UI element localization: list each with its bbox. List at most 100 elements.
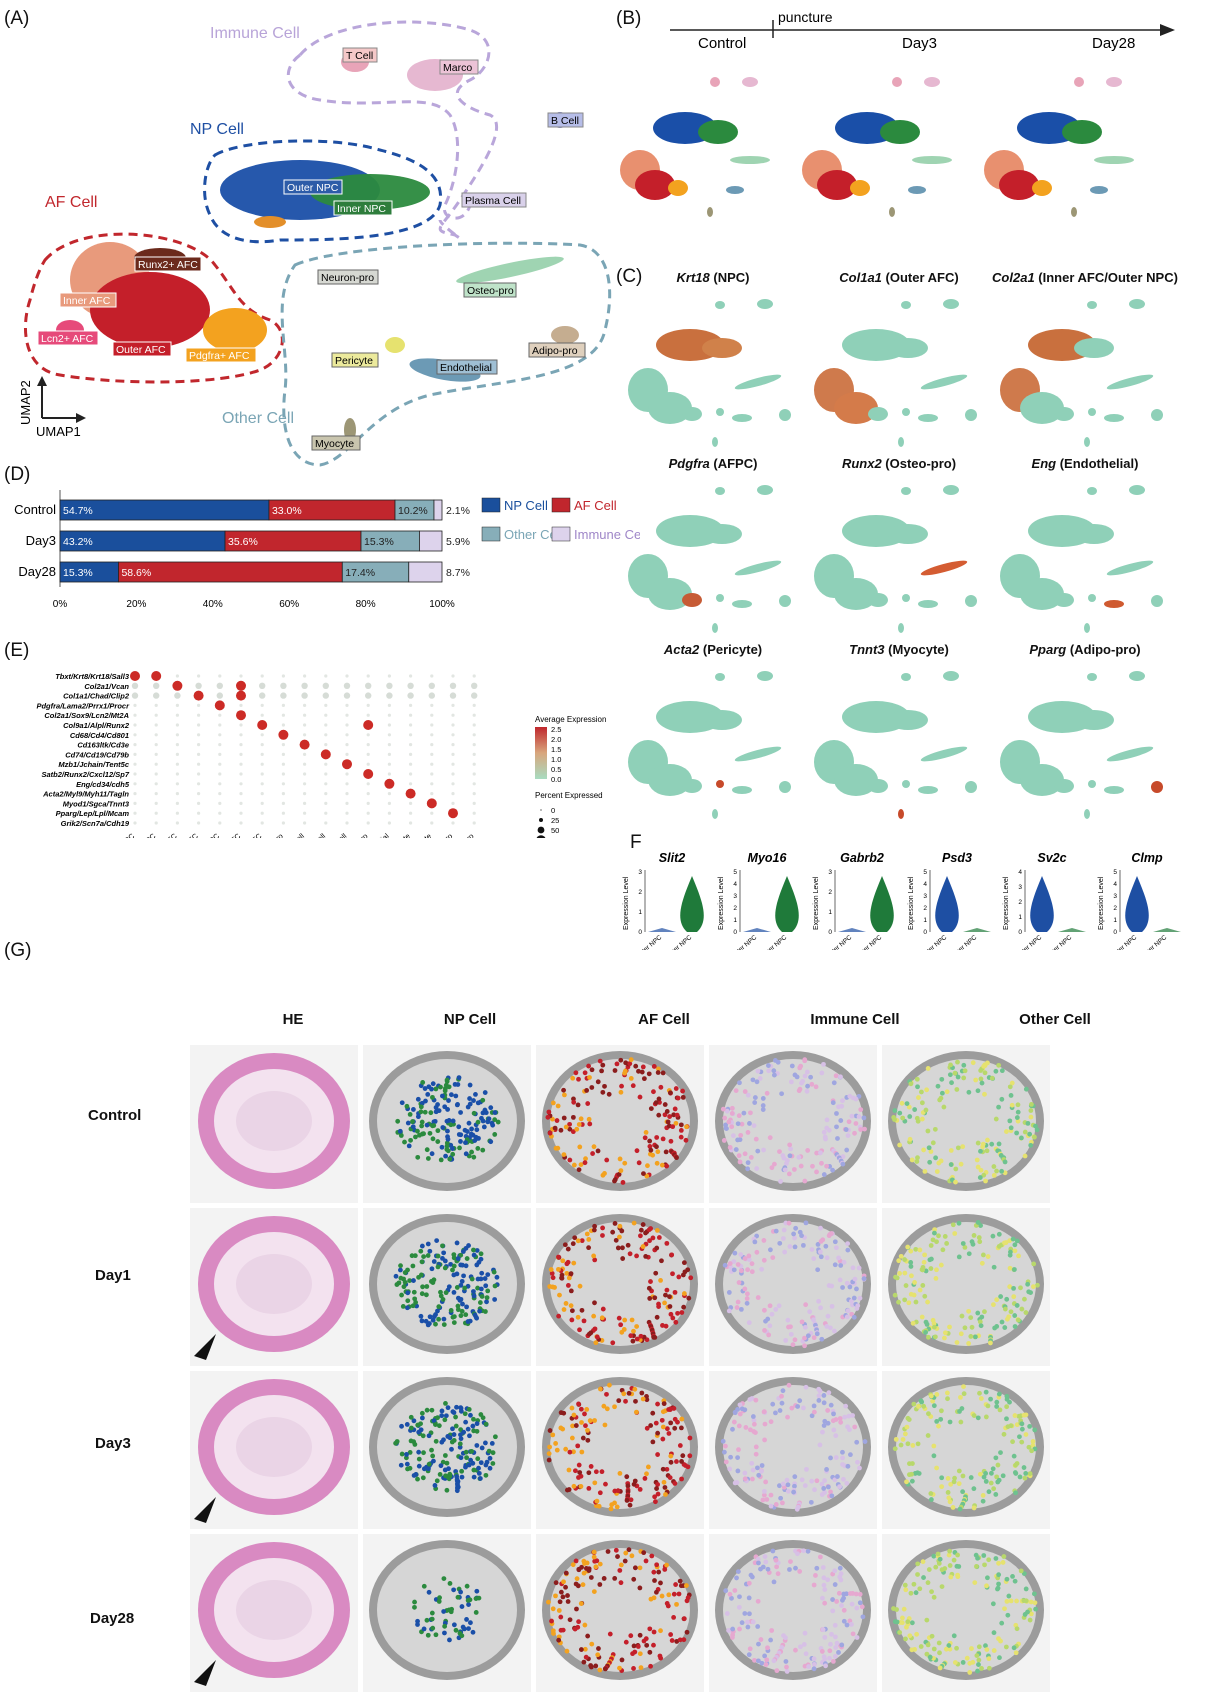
dotplot-dot: [451, 743, 455, 747]
dotplot-dot: [449, 682, 457, 689]
cluster-label-outer-afc: Outer AFC: [116, 344, 166, 356]
violin-gene-title: Sv2c: [1037, 851, 1066, 865]
dotplot-dot: [197, 733, 201, 737]
dotplot-dot: [345, 752, 349, 756]
dotplot-dot: [407, 692, 414, 699]
violin-tick: 1: [638, 909, 642, 916]
dotplot-dot: [299, 739, 310, 750]
violin-ylabel: Expression Level: [1098, 876, 1105, 930]
dotplot-dot: [451, 792, 455, 796]
dotplot-dot: [175, 792, 179, 796]
dotplot-dot: [471, 692, 478, 699]
dotplot-dot: [430, 811, 434, 815]
cluster-label-lcn2-afc: Lcn2+ AFC: [41, 333, 94, 345]
dotplot-dot: [366, 801, 370, 805]
bar-value-label: 58.6%: [121, 567, 151, 579]
dotplot-dot: [154, 792, 158, 796]
dotplot-dot: [303, 772, 307, 776]
dotplot-dot: [133, 723, 137, 727]
dotplot-dot: [451, 733, 455, 737]
dotplot-dot: [451, 723, 455, 727]
spatial-col-immune: Immune Cell: [810, 1011, 900, 1028]
panel-label-e: (E): [4, 640, 30, 661]
dotplot-dot: [430, 713, 434, 717]
dotplot-dot: [324, 782, 328, 786]
dotplot-dot: [236, 680, 246, 691]
dotplot-dot: [175, 713, 179, 717]
dotplot-dot: [471, 682, 478, 689]
dotplot-dot: [451, 713, 455, 717]
cluster-label-outer-npc: Outer NPC: [287, 182, 339, 194]
dotplot-dot: [366, 762, 370, 766]
dotplot-dot: [236, 690, 246, 701]
dotplot-dot: [133, 703, 137, 707]
spatial-tile: [363, 1371, 531, 1529]
umap-overview: Immune Cell NP Cell AF Cell Other Cell T…: [18, 20, 612, 467]
dotplot-dot: [387, 674, 391, 678]
dotplot-gene-label: Cd74/Cd19/Cd79b: [65, 750, 129, 759]
dotplot-cluster-label: Inner NPC: [104, 831, 137, 838]
feature-umap: [628, 299, 791, 447]
dotplot-dot: [175, 772, 179, 776]
dotplot-dot: [131, 692, 139, 699]
dotplot-dot: [239, 733, 243, 737]
dotplot-dot: [409, 821, 413, 825]
violin-tick: 2: [1113, 905, 1117, 912]
dotplot-dot: [175, 752, 179, 756]
violin-tick: 2: [733, 905, 737, 912]
spatial-tile: [709, 1371, 877, 1529]
dotplot-dot: [345, 713, 349, 717]
feature-umap: [1000, 485, 1163, 633]
timeline-umaps: [620, 77, 1134, 217]
bar-value-label: 8.7%: [446, 567, 470, 579]
cluster-label-plasma: Plasma Cell: [465, 195, 521, 207]
dotplot-dot: [133, 733, 137, 737]
dotplot-dot: [409, 733, 413, 737]
dotplot-dot: [218, 811, 222, 815]
dotplot-dot: [324, 772, 328, 776]
violin-gene-title: Clmp: [1131, 851, 1163, 865]
dotplot-dot: [303, 733, 307, 737]
dotplot-dot: [472, 703, 476, 707]
legend-swatch: [481, 497, 501, 513]
dotplot-dot: [260, 752, 264, 756]
feature-gene: Pdgfra: [668, 456, 710, 471]
axis-label-umap1: UMAP1: [36, 424, 81, 439]
dotplot-dot: [345, 674, 349, 678]
dotplot-dot: [472, 723, 476, 727]
violin-shape: [743, 928, 771, 932]
dotplot-dot: [430, 674, 434, 678]
legend-swatch: [551, 526, 571, 542]
dotplot-dot: [409, 703, 413, 707]
violin-shape: [963, 928, 991, 932]
spatial-tile: [190, 1208, 358, 1366]
dotplot-dot: [430, 762, 434, 766]
dotplot-dot: [386, 692, 393, 699]
arrowhead-icon: [194, 1497, 216, 1523]
violin-gene-title: Slit2: [659, 851, 685, 865]
dotplot-legend-title: Percent Expressed: [535, 791, 603, 800]
dotplot-dot: [214, 700, 225, 711]
dotplot-dot: [409, 743, 413, 747]
violin-shape: [1153, 928, 1181, 932]
violin-xcat: Inner NPC: [1046, 934, 1074, 950]
dotplot-dot: [175, 782, 179, 786]
dotplot-dot: [175, 821, 179, 825]
timeline-label-control: Control: [698, 35, 746, 52]
dotplot-dot: [197, 703, 201, 707]
stacked-bar-chart: Control 54.7% 33.0% 10.2% 2.1% Day3 43.2% 35.6%…: [14, 490, 640, 610]
dotplot-dot: [197, 801, 201, 805]
violin-xcat: Outer NPC: [824, 934, 853, 950]
dotplot-dot: [154, 752, 158, 756]
dotplot-dot: [387, 733, 391, 737]
violin-shape: [648, 928, 676, 932]
feature-gene: Col2a1: [992, 270, 1035, 285]
dotplot-dot: [154, 733, 158, 737]
dotplot-gene-label: Col2a1/Vcan: [84, 682, 129, 691]
bar-value-label: 54.7%: [63, 505, 93, 517]
dotplot-dot: [324, 733, 328, 737]
violin-tick: 5: [733, 869, 737, 876]
dotplot-dot: [407, 682, 414, 689]
dotplot-dot: [387, 752, 391, 756]
violin-xcat: Inner NPC: [856, 934, 884, 950]
